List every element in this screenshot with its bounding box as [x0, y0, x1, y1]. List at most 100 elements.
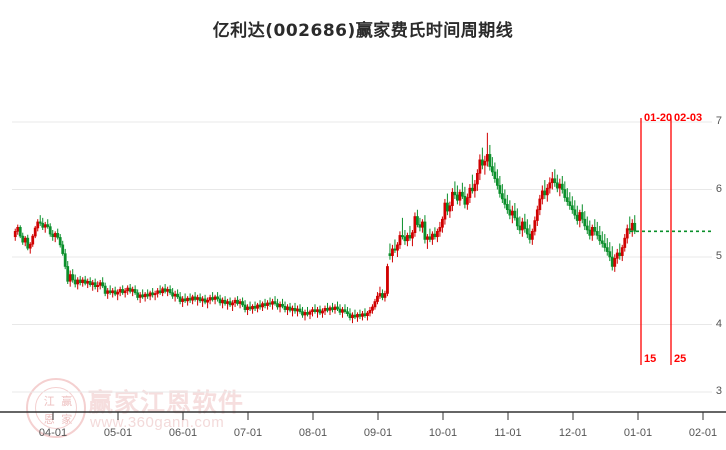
candle-body	[26, 237, 30, 249]
candle-body	[338, 308, 342, 313]
candle-body	[503, 198, 507, 205]
candle-body	[515, 217, 519, 227]
candle-body	[193, 296, 197, 300]
x-axis-label: 08-01	[298, 427, 328, 439]
candle-body	[143, 293, 147, 298]
candle-body	[386, 266, 389, 294]
candle-body	[23, 237, 27, 243]
candle-body	[443, 202, 447, 220]
candle-body	[51, 233, 55, 238]
candle-body	[228, 301, 232, 306]
candle-body	[208, 297, 212, 301]
candle-body	[393, 248, 397, 251]
page-title: 亿利达(002686)赢家费氏时间周期线	[212, 21, 514, 41]
candle-body	[463, 195, 467, 205]
candle-body	[86, 280, 90, 284]
x-axis-label: 11-01	[494, 427, 522, 439]
candle-body	[118, 289, 122, 293]
candle-body	[450, 191, 454, 206]
candle-body	[103, 285, 107, 294]
candle-body	[513, 210, 517, 219]
candle-body	[73, 279, 77, 285]
candle-body	[101, 282, 105, 287]
candle-body	[600, 240, 604, 244]
candle-body	[545, 187, 549, 196]
candle-body	[233, 299, 237, 304]
candle-body	[58, 237, 62, 246]
candle-body	[570, 205, 574, 211]
candle-body	[313, 309, 317, 312]
candle-body	[268, 302, 272, 305]
candle-body	[498, 185, 502, 194]
candle-body	[326, 307, 329, 311]
candle-body	[603, 243, 607, 248]
candle-body	[628, 228, 632, 231]
candle-body	[331, 307, 334, 310]
candle-body	[41, 222, 45, 228]
candle-body	[36, 221, 40, 229]
candle-body	[271, 301, 274, 305]
candle-body	[151, 292, 155, 296]
candle-body	[421, 221, 424, 228]
candle-body	[66, 266, 70, 282]
candle-body	[211, 297, 214, 300]
candle-body	[493, 171, 497, 179]
candle-body	[431, 233, 434, 240]
candle-body	[560, 183, 564, 190]
x-axis-label: 01-01	[623, 427, 653, 439]
candle-body	[465, 197, 469, 205]
candle-body	[221, 299, 224, 304]
candle-body	[203, 298, 207, 303]
candle-body	[588, 229, 592, 236]
candle-body	[358, 314, 362, 317]
candle-body	[291, 307, 294, 311]
candle-body	[495, 178, 499, 186]
candle-body	[583, 218, 587, 227]
candle-body	[401, 235, 404, 238]
candle-body	[156, 290, 160, 294]
candle-body	[243, 304, 247, 310]
x-axis-label: 09-01	[363, 427, 393, 439]
candle-body	[438, 227, 442, 232]
candle-body	[523, 221, 527, 229]
candle-body	[525, 228, 529, 235]
candle-body	[341, 309, 344, 313]
candle-body	[218, 298, 222, 304]
candle-body	[176, 293, 180, 298]
candle-body	[116, 291, 120, 295]
candle-body	[178, 296, 182, 302]
candle-body	[618, 252, 622, 256]
candle-body	[13, 231, 17, 238]
candle-body	[453, 191, 457, 196]
candle-body	[148, 292, 152, 297]
candle-body	[216, 296, 219, 300]
candle-body	[201, 298, 204, 302]
candle-body	[478, 159, 482, 174]
candle-body	[88, 280, 92, 285]
candle-body	[311, 309, 314, 312]
candle-body	[490, 166, 494, 173]
cycle-top-label: 01-20	[644, 112, 673, 124]
candle-body	[206, 299, 209, 303]
candle-body	[398, 235, 402, 246]
candle-body	[71, 274, 75, 281]
candle-body	[283, 305, 287, 310]
candle-body	[376, 295, 379, 302]
cycle-bottom-label: 15	[644, 353, 657, 365]
candle-body	[610, 256, 614, 267]
candle-body	[138, 294, 142, 298]
candle-body	[248, 306, 252, 310]
candle-body	[356, 314, 359, 318]
candle-body	[163, 288, 167, 292]
candle-body	[108, 290, 112, 294]
candle-body	[558, 183, 562, 189]
candle-body	[505, 204, 509, 211]
candle-body	[236, 299, 239, 304]
candle-body	[308, 311, 312, 315]
candle-body	[578, 212, 582, 221]
candle-body	[500, 193, 504, 200]
candle-body	[593, 227, 597, 232]
candle-body	[623, 237, 627, 248]
